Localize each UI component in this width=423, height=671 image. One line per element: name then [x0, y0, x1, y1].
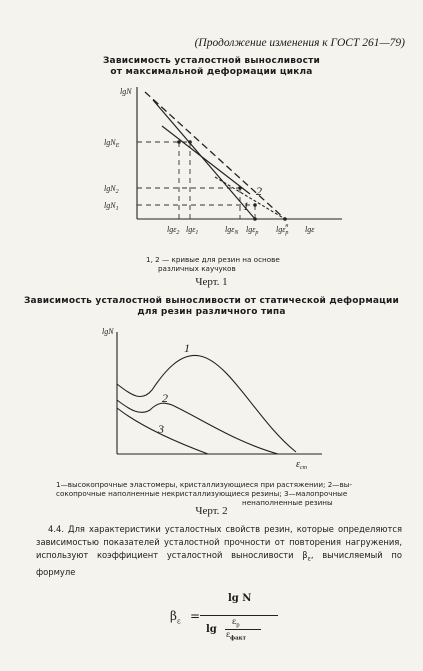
fig1-guides	[137, 141, 256, 219]
fig2-curve-label-3: 3	[157, 422, 164, 436]
fig2-curve-label-1: 1	[184, 341, 190, 355]
figure1-chart: lgN lgNE lgN2 lgN1 lgε2 lgε1 lgεN lgεp l…	[104, 87, 342, 236]
fig1-curve-1-dashed	[144, 91, 286, 220]
fig1-ytick-lgN1: lgN1	[104, 201, 119, 212]
fig1-xtick-lgeN: lgεN	[225, 225, 239, 236]
figure1-title-line1: Зависимость усталостной выносливости	[102, 56, 321, 66]
figure2-caption: 1—высокопрочные эластомеры, кристаллизую…	[56, 480, 376, 507]
paragraph-tail: , вычисляемый по формуле	[36, 550, 402, 577]
fig2-y-axis-label: lgN	[102, 327, 114, 336]
fig2-curve-1	[116, 354, 297, 453]
fig1-curve-1-tail	[214, 176, 286, 220]
fig2-curve-label-2: 2	[162, 391, 168, 405]
paragraph-subscript: ε	[307, 555, 311, 563]
fig1-ytick-lgNE: lgNE	[104, 138, 120, 149]
section-paragraph: 4.4. Для характеристики усталостных свой…	[36, 523, 402, 579]
fig1-ytick-lgN2: lgN2	[104, 184, 119, 195]
fig1-curve-2	[161, 125, 251, 195]
fig1-curve-label-2: 2	[256, 184, 262, 198]
figure1-caption: 1, 2 — кривые для резин на основе различ…	[146, 255, 280, 273]
figure2-chart: lgN εст 1 2 3	[102, 327, 322, 471]
fig1-xtick-lge2: lgε2	[167, 225, 179, 236]
formula-inner-bar	[225, 629, 261, 630]
formula-den-bottom: εфакт	[226, 630, 247, 642]
figure2-caption-line2: сокопрочные наполненные некристаллизующи…	[56, 489, 348, 498]
figure2-title-line1: Зависимость усталостной выносливости от …	[23, 296, 400, 306]
figure2-title: Зависимость усталостной выносливости от …	[0, 296, 423, 318]
fig1-curve-solid-steep	[152, 99, 256, 220]
fig1-xtick-lge1: lgε1	[186, 225, 198, 236]
fig1-xtick-lgep: lgεp	[246, 225, 258, 236]
figure2-number: Черт. 2	[195, 505, 228, 517]
fig2-curve-3	[116, 407, 209, 455]
formula-lhs: βε	[170, 609, 181, 626]
figure1-title: Зависимость усталостной выносливости от …	[0, 56, 423, 78]
figure2-caption-line3: ненаполненные резины	[242, 498, 333, 507]
fig1-points	[177, 140, 287, 221]
paragraph-text: 4.4. Для характеристики усталостных свой…	[36, 524, 402, 560]
fig1-curve-label-1: 1	[243, 199, 249, 213]
figure1-caption-line1: 1, 2 — кривые для резин на основе	[146, 255, 280, 264]
formula-den-top: εp	[232, 617, 240, 629]
formula-den-lg: lg	[206, 624, 217, 635]
figure1-caption-line2: различных каучуков	[158, 264, 236, 273]
formula-equals: =	[190, 609, 201, 623]
formula: βε = lg N lg εp εфакт	[170, 593, 290, 649]
fig2-curve-2	[116, 399, 279, 455]
fig1-y-axis-label: lgN	[120, 87, 132, 96]
fig1-x-axis-label: lgε	[305, 225, 315, 234]
page-header: (Продолжение изменения к ГОСТ 261—79)	[194, 37, 405, 49]
figure1-title-line2: от максимальной деформации цикла	[110, 67, 313, 77]
figure2-caption-line1: 1—высокопрочные эластомеры, кристаллизую…	[56, 480, 352, 489]
figure2-title-line2: для резин различного типа	[137, 307, 286, 317]
formula-fraction-bar	[200, 615, 278, 616]
formula-numerator: lg N	[228, 593, 252, 604]
fig1-xtick-lgep-n: lgεpн	[276, 223, 288, 236]
fig2-x-axis-label: εст	[296, 459, 308, 471]
figure1-number: Черт. 1	[195, 276, 228, 288]
